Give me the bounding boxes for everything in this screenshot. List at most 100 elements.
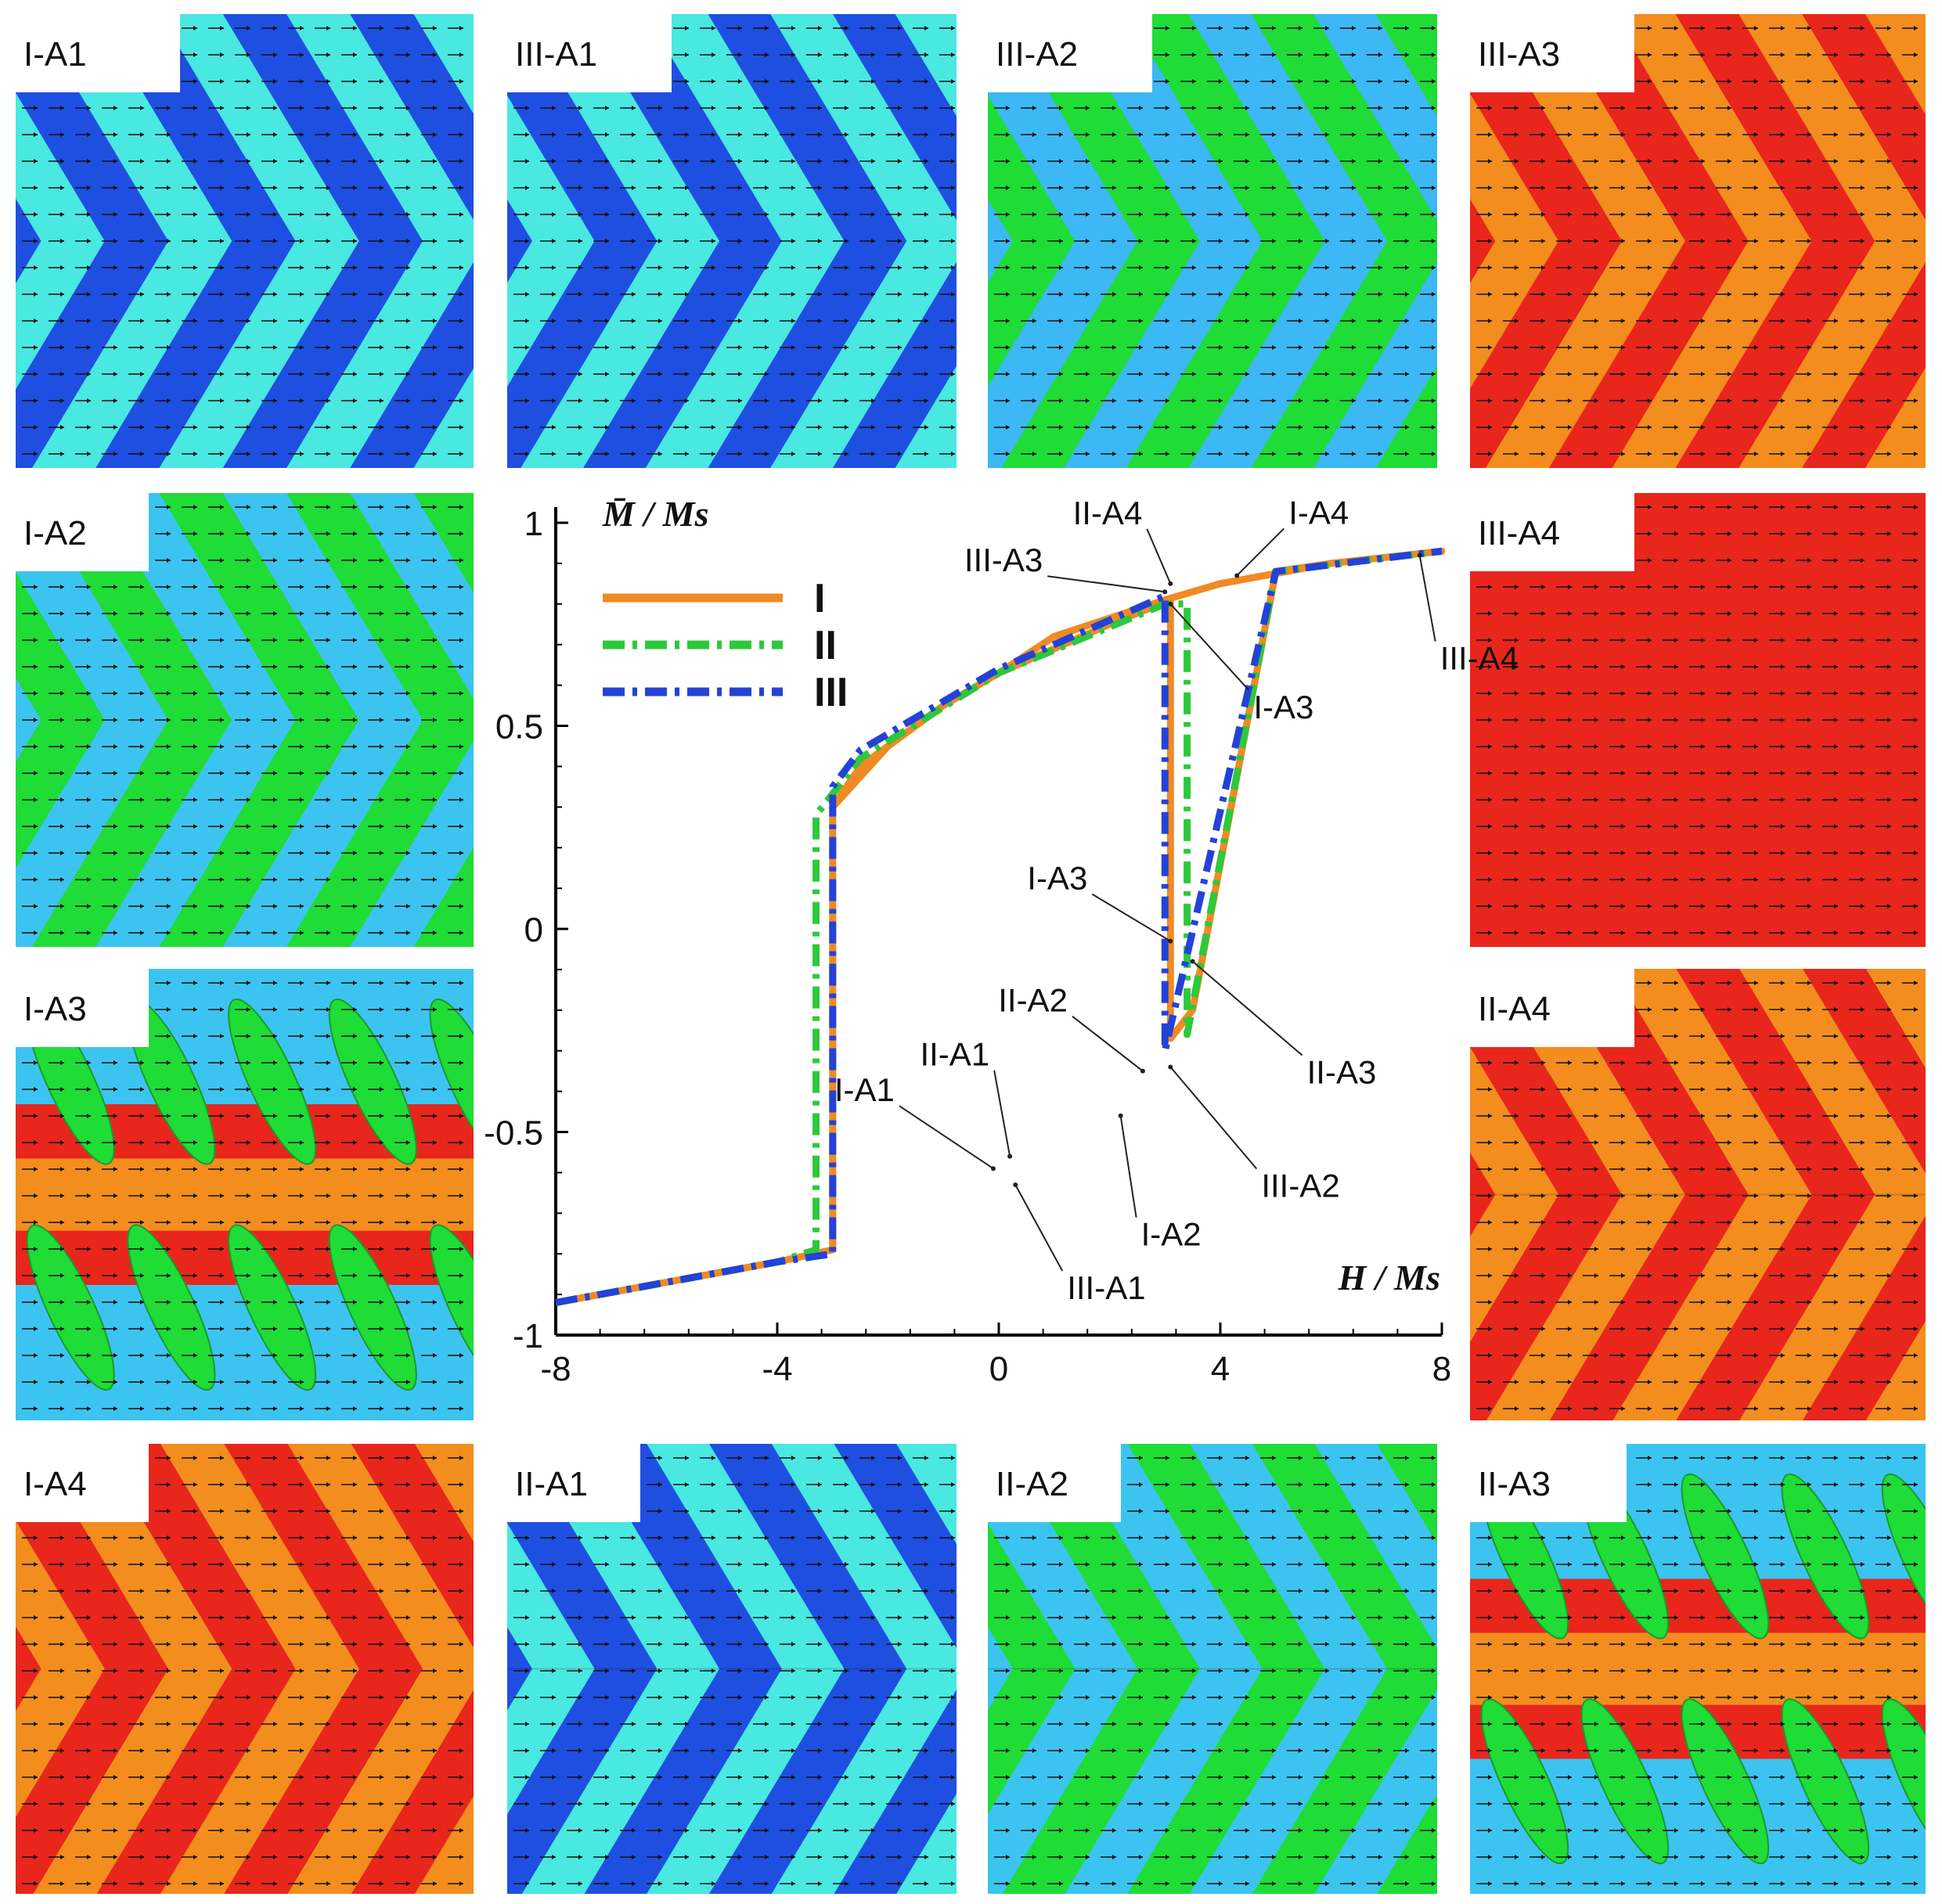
- annotation-label: II-A2: [998, 982, 1068, 1019]
- annotation-arrow: [899, 1105, 994, 1170]
- series-line-III: [555, 547, 1443, 1306]
- annotation-label: III-A3: [964, 542, 1043, 578]
- annotation-label: II-A1: [920, 1036, 989, 1073]
- stripe-band: [647, 1444, 845, 1894]
- rotated-domain: [26, 1224, 115, 1391]
- stripe-band: [988, 1523, 1075, 1815]
- stripe-band: [1470, 1046, 1559, 1343]
- annotation-arrowhead: [1162, 589, 1168, 595]
- stripe-band: [1865, 493, 1926, 947]
- annotation-arrowhead: [990, 1166, 996, 1172]
- stripe-band: [1865, 969, 1926, 1420]
- stripe-band: [1126, 14, 1325, 468]
- legend-label: I: [814, 576, 825, 621]
- annotation-arrow: [1047, 575, 1166, 593]
- x-tick-label: 4: [1211, 1350, 1230, 1388]
- annotation-arrowhead: [1168, 938, 1173, 944]
- rotated-domain: [328, 1224, 417, 1391]
- annotation-arrow: [1236, 527, 1284, 577]
- rotated-domain: [429, 1224, 474, 1391]
- stripe-band: [1486, 969, 1685, 1420]
- panel-label-notch: [1470, 1444, 1627, 1522]
- stripe-band: [415, 1444, 474, 1894]
- y-tick-label: 0: [524, 911, 543, 949]
- x-tick-label: -4: [762, 1350, 792, 1388]
- y-tick-label: -1: [513, 1317, 543, 1355]
- stripe-band: [1865, 14, 1926, 468]
- panel-label: I-A1: [23, 35, 87, 74]
- panel-label: I-A4: [23, 1465, 87, 1503]
- annotation-arrow: [1014, 1184, 1064, 1272]
- annotation-arrow: [1191, 960, 1303, 1056]
- panel-label: II-A2: [996, 1465, 1068, 1503]
- annotation-label: I-A1: [834, 1071, 895, 1108]
- stripe-band: [645, 14, 845, 468]
- panel-label: I-A2: [23, 514, 87, 552]
- arrow-field: [22, 1456, 463, 1886]
- rotated-domain: [1681, 1473, 1770, 1639]
- rotated-domain: [328, 998, 417, 1165]
- panel-label-notch: [16, 969, 149, 1047]
- stripe-band: [160, 1444, 359, 1894]
- stripe-band: [1375, 14, 1437, 468]
- legend-label: III: [814, 670, 848, 715]
- domain-panel: III-A4: [1470, 493, 1926, 947]
- stripe-band: [413, 493, 474, 947]
- annotation-arrowhead: [1417, 552, 1422, 558]
- arrow-field: [22, 26, 463, 456]
- annotation-arrowhead: [1140, 1068, 1145, 1074]
- panel-label-notch: [16, 493, 149, 571]
- x-tick-label: -8: [540, 1350, 571, 1388]
- annotation-arrow: [1091, 893, 1171, 942]
- stripe-band: [1127, 1444, 1325, 1894]
- stripe-band: [1612, 969, 1812, 1420]
- arrow-field: [22, 505, 463, 935]
- annotation-arrow: [1418, 555, 1436, 642]
- panel-label: I-A3: [23, 990, 87, 1028]
- annotation-label: I-A3: [1253, 689, 1313, 725]
- domain-panel: I-A1: [16, 14, 474, 468]
- panel-label: III-A4: [1478, 514, 1560, 552]
- stripe-band: [507, 1523, 595, 1815]
- x-tick-label: 8: [1432, 1350, 1451, 1388]
- rotated-domain: [429, 998, 474, 1165]
- panel-core-band: [1470, 1632, 1926, 1705]
- domain-panel: II-A1: [507, 1444, 957, 1894]
- chart-background: [485, 485, 1452, 1377]
- annotation-label: I-A3: [1027, 860, 1087, 897]
- annotation-label: II-A3: [1307, 1054, 1377, 1091]
- stripe-band: [896, 1444, 957, 1894]
- arrow-field: [513, 1456, 955, 1886]
- annotation-arrowhead: [1118, 1113, 1123, 1118]
- arrow-field: [22, 981, 463, 1411]
- domain-panel: II-A4: [1470, 969, 1926, 1420]
- panel-label: II-A4: [1478, 990, 1551, 1028]
- y-tick-label: 0.5: [495, 708, 543, 747]
- rotated-domain: [1881, 1698, 1926, 1865]
- annotation-arrowhead: [1168, 601, 1173, 606]
- stripe-band: [413, 14, 474, 468]
- x-axis-label: H / Ms: [1338, 1258, 1440, 1298]
- annotation-label: I-A2: [1141, 1216, 1202, 1253]
- annotation-arrow: [1169, 1066, 1258, 1170]
- domain-panel: III-A3: [1470, 14, 1926, 468]
- y-tick-label: 1: [524, 505, 543, 543]
- stripe-band: [895, 14, 957, 468]
- rotated-domain: [1781, 1473, 1870, 1639]
- rotated-domain: [1781, 1698, 1870, 1865]
- rotated-domain: [1580, 1698, 1670, 1865]
- panel-label: II-A3: [1478, 1465, 1551, 1503]
- rotated-domain: [228, 1224, 317, 1391]
- annotation-arrowhead: [1007, 1154, 1013, 1159]
- domain-panel: II-A2: [988, 1444, 1437, 1894]
- domain-panel: I-A2: [16, 493, 474, 947]
- y-tick-label: -0.5: [484, 1114, 543, 1153]
- panel-label-notch: [507, 1444, 640, 1522]
- panel-label-notch: [988, 14, 1152, 92]
- annotation-arrow: [1146, 528, 1172, 585]
- rotated-domain: [1881, 1473, 1926, 1639]
- stripe-band: [1377, 1444, 1437, 1894]
- panel-label: III-A3: [1478, 35, 1560, 74]
